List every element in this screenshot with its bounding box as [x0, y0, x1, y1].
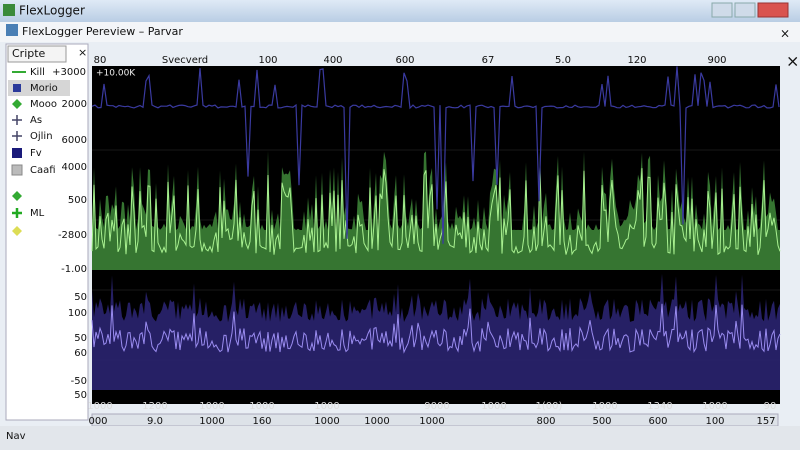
- item-icon: [12, 115, 22, 125]
- bottom-axis-label: 1340: [647, 401, 672, 412]
- bottom-axis-label-2: 157: [756, 416, 775, 427]
- purple-trace: [91, 303, 781, 354]
- title-bar: [0, 0, 800, 22]
- left-axis-label: 4000: [62, 162, 87, 173]
- sidebar-item[interactable]: As: [30, 115, 42, 126]
- corner-label: +10.00K: [96, 69, 136, 79]
- sidebar-item[interactable]: Fv: [30, 148, 42, 159]
- top-axis-label: 5.0: [555, 55, 571, 66]
- item-icon: [12, 208, 22, 218]
- selected-row: [8, 80, 70, 96]
- sidebar-item[interactable]: Ojlin: [30, 131, 53, 142]
- left-axis-label: 50: [74, 390, 87, 401]
- top-axis-label: 67: [482, 55, 495, 66]
- sidebar-item[interactable]: Caafi: [30, 165, 56, 176]
- bottom-axis-label: 1000: [592, 401, 617, 412]
- bottom-axis-label: 1000: [199, 401, 224, 412]
- bottom-axis-label-2: 160: [252, 416, 271, 427]
- item-icon: [12, 131, 22, 141]
- bottom-axis-label: 1000: [314, 401, 339, 412]
- bottom-axis-label-2: 600: [648, 416, 667, 427]
- item-icon: [12, 226, 22, 236]
- top-axis-label: 120: [627, 55, 646, 66]
- tab-close[interactable]: ×: [780, 27, 790, 41]
- sidebar-item[interactable]: Morio: [30, 83, 58, 94]
- top-axis-label: Svecverd: [162, 55, 208, 66]
- left-axis-label: 60: [74, 348, 87, 359]
- sidebar-item[interactable]: Mooo: [30, 99, 57, 110]
- bottom-axis-label-2: 1000: [199, 416, 224, 427]
- left-axis-label: -1.00: [61, 264, 87, 275]
- sidebar-header: Cripte: [12, 47, 46, 60]
- sidebar-item-value: +3000: [52, 67, 86, 78]
- left-axis-label: 500: [68, 195, 87, 206]
- left-axis-label: -2800: [58, 230, 87, 241]
- bottom-axis-label: 1(00): [536, 401, 563, 412]
- left-axis-label: 50: [74, 292, 87, 303]
- item-icon: [11, 164, 23, 176]
- top-axis-label: 400: [323, 55, 342, 66]
- bottom-axis-label: 9000: [424, 401, 449, 412]
- left-axis-label: 2000: [62, 99, 87, 110]
- left-axis-label: 50: [74, 333, 87, 344]
- bottom-axis-label-2: 9.0: [147, 416, 163, 427]
- bottom-axis-label-2: 000: [88, 416, 107, 427]
- bottom-axis-label: 1200: [142, 401, 167, 412]
- item-icon: [12, 191, 22, 201]
- green-trace: [91, 166, 781, 256]
- left-axis-label: 6000: [62, 135, 87, 146]
- blue-trace: [91, 66, 780, 244]
- window-controls[interactable]: [711, 2, 789, 18]
- left-axis-label: -50: [71, 376, 87, 387]
- bottom-axis-label-2: 800: [536, 416, 555, 427]
- top-axis-label: 80: [94, 55, 107, 66]
- sidebar-item[interactable]: ML: [30, 208, 45, 219]
- status-bar: [0, 426, 800, 450]
- bottom-axis-label: 1000: [249, 401, 274, 412]
- bottom-axis-label-2: 500: [592, 416, 611, 427]
- plot-close[interactable]: ×: [786, 52, 799, 71]
- top-axis-label: 600: [395, 55, 414, 66]
- bottom-axis-label: 1000: [481, 401, 506, 412]
- bottom-axis-label-2: 1000: [419, 416, 444, 427]
- bottom-axis-label-2: 1000: [364, 416, 389, 427]
- tab-title[interactable]: FlexLogger Pereview – Parvar: [22, 25, 183, 38]
- sidebar-header-box: [7, 45, 67, 63]
- tab-bar: [0, 22, 800, 42]
- item-icon: [12, 148, 22, 158]
- status-text: Nav: [6, 431, 26, 442]
- sidebar-close[interactable]: ×: [78, 46, 87, 59]
- item-icon: [13, 84, 21, 92]
- tab-icon: [6, 24, 18, 36]
- app-icon: [3, 4, 15, 16]
- bottom-axis-label: 1000: [87, 401, 112, 412]
- bottom-axis-label: 1000: [702, 401, 727, 412]
- sidebar-item[interactable]: Kill: [30, 67, 45, 78]
- top-axis-label: 100: [258, 55, 277, 66]
- item-icon: [12, 99, 22, 109]
- top-axis-label: 900: [707, 55, 726, 66]
- bottom-axis-label: 90: [764, 401, 777, 412]
- window-title: FlexLogger: [19, 4, 85, 18]
- left-axis-label: 100: [68, 308, 87, 319]
- bottom-axis-label-2: 1000: [314, 416, 339, 427]
- bottom-axis-label-2: 100: [705, 416, 724, 427]
